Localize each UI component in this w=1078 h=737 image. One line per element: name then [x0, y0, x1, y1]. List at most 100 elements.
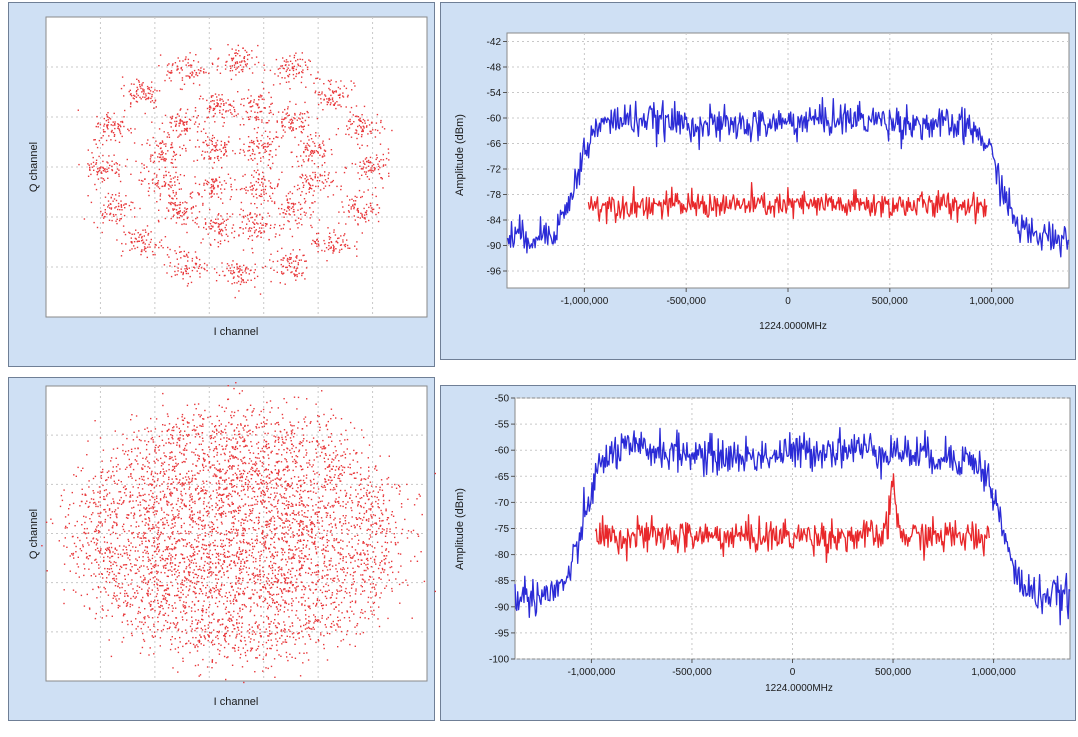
- symbol-point: [219, 181, 221, 183]
- symbol-point: [147, 88, 149, 90]
- symbol-point: [345, 492, 348, 494]
- symbol-point: [215, 105, 217, 108]
- symbol-point: [221, 501, 223, 503]
- symbol-point: [370, 169, 372, 171]
- symbol-point: [287, 67, 289, 69]
- symbol-point: [139, 576, 142, 578]
- symbol-point: [224, 595, 226, 597]
- symbol-point: [194, 558, 196, 560]
- symbol-point: [292, 534, 294, 536]
- symbol-point: [285, 466, 287, 468]
- symbol-point: [333, 229, 335, 231]
- symbol-point: [243, 56, 246, 58]
- symbol-point: [332, 91, 334, 94]
- symbol-point: [179, 109, 181, 111]
- symbol-point: [159, 54, 162, 56]
- symbol-point: [269, 593, 272, 595]
- symbol-point: [264, 586, 267, 589]
- symbol-point: [251, 519, 253, 522]
- symbol-point: [190, 192, 192, 194]
- symbol-point: [329, 488, 332, 491]
- symbol-point: [101, 214, 103, 216]
- symbol-point: [260, 491, 262, 493]
- symbol-point: [228, 136, 230, 138]
- symbol-point: [281, 126, 283, 128]
- symbol-point: [252, 452, 255, 454]
- symbol-point: [178, 115, 180, 117]
- symbol-point: [255, 117, 257, 119]
- symbol-point: [116, 222, 118, 225]
- symbol-point: [159, 485, 161, 487]
- symbol-point: [160, 531, 162, 533]
- symbol-point: [177, 569, 179, 571]
- symbol-point: [234, 596, 236, 599]
- symbol-point: [343, 568, 345, 570]
- symbol-point: [180, 498, 182, 500]
- symbol-point: [165, 153, 167, 155]
- symbol-point: [281, 77, 283, 79]
- symbol-point: [339, 518, 341, 520]
- symbol-point: [301, 207, 303, 209]
- symbol-point: [343, 171, 346, 174]
- symbol-point: [213, 473, 216, 475]
- symbol-point: [254, 470, 256, 473]
- symbol-point: [167, 536, 169, 538]
- symbol-point: [222, 218, 224, 220]
- symbol-point: [291, 487, 294, 490]
- symbol-point: [102, 170, 105, 172]
- symbol-point: [280, 582, 282, 584]
- symbol-point: [110, 197, 112, 199]
- symbol-point: [182, 545, 185, 547]
- symbol-point: [298, 222, 300, 224]
- symbol-point: [175, 171, 177, 174]
- symbol-point: [310, 528, 312, 531]
- symbol-point: [185, 579, 188, 581]
- symbol-point: [225, 219, 228, 221]
- symbol-point: [230, 512, 233, 514]
- symbol-point: [252, 545, 254, 548]
- symbol-point: [289, 88, 291, 90]
- symbol-point: [258, 231, 260, 233]
- symbol-point: [293, 77, 295, 80]
- symbol-point: [292, 202, 294, 205]
- symbol-point: [381, 489, 384, 491]
- symbol-point: [309, 568, 311, 570]
- symbol-point: [118, 192, 120, 194]
- symbol-point: [204, 459, 206, 461]
- symbol-point: [304, 178, 306, 180]
- symbol-point: [233, 115, 235, 118]
- symbol-point: [227, 44, 229, 46]
- symbol-point: [256, 207, 258, 209]
- symbol-point: [192, 562, 195, 564]
- symbol-point: [377, 212, 380, 214]
- symbol-point: [318, 522, 320, 524]
- symbol-point: [152, 178, 154, 180]
- symbol-point: [297, 64, 300, 67]
- symbol-point: [113, 163, 116, 165]
- symbol-point: [231, 495, 233, 498]
- symbol-point: [266, 523, 268, 526]
- symbol-point: [264, 540, 267, 543]
- symbol-point: [327, 174, 330, 176]
- symbol-point: [271, 569, 274, 572]
- symbol-point: [191, 269, 194, 272]
- symbol-point: [163, 527, 165, 529]
- symbol-point: [211, 573, 213, 575]
- symbol-point: [186, 231, 188, 234]
- symbol-point: [318, 219, 321, 221]
- symbol-point: [322, 549, 325, 551]
- symbol-point: [297, 144, 300, 146]
- symbol-point: [311, 527, 313, 530]
- symbol-point: [270, 582, 272, 584]
- symbol-point: [165, 589, 167, 591]
- symbol-point: [288, 264, 290, 267]
- symbol-point: [333, 249, 335, 251]
- symbol-point: [124, 233, 127, 236]
- symbol-point: [348, 553, 350, 555]
- symbol-point: [247, 279, 249, 281]
- symbol-point: [123, 530, 126, 533]
- symbol-point: [205, 592, 207, 594]
- symbol-point: [231, 273, 233, 275]
- symbol-point: [233, 560, 235, 562]
- symbol-point: [256, 214, 258, 216]
